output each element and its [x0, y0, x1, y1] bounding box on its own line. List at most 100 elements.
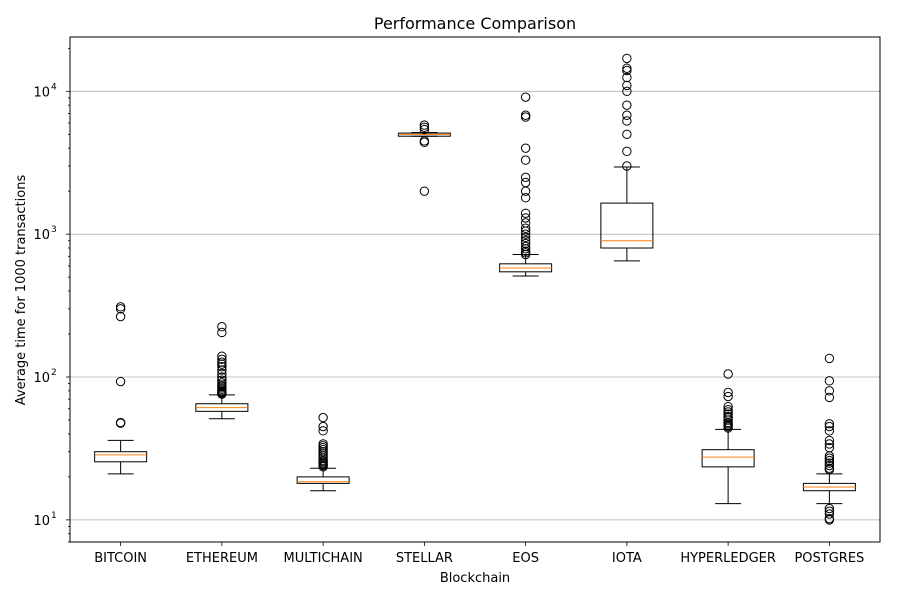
outlier-point — [723, 391, 733, 402]
outlier-point — [824, 509, 835, 519]
outlier-point — [723, 369, 733, 379]
outlier-point — [520, 249, 531, 260]
y-axis-label: Average time for 1000 transactions — [14, 175, 29, 406]
outlier-point — [723, 423, 733, 433]
outlier-point — [824, 392, 835, 403]
boxes-layer — [94, 53, 856, 525]
outlier-point — [217, 375, 227, 385]
x-tick-label: ETHEREUM — [186, 551, 258, 566]
x-tick-label: HYPERLEDGER — [680, 551, 776, 566]
outlier-point — [622, 80, 632, 91]
outlier-point — [824, 464, 835, 475]
outlier-point — [217, 354, 227, 365]
outlier-point — [419, 124, 430, 135]
outlier-point — [217, 362, 227, 372]
outlier-point — [622, 86, 632, 97]
outlier-point — [520, 213, 531, 223]
y-tick-label: 10 — [33, 85, 50, 100]
outlier-point — [622, 146, 632, 157]
outlier-point — [520, 244, 531, 254]
x-tick-label: POSTGRES — [794, 551, 864, 566]
y-tick-label: 10 — [33, 514, 50, 529]
outlier-point — [115, 418, 126, 428]
outlier-point — [520, 229, 531, 239]
box-group — [600, 53, 654, 262]
grid-layer — [70, 90, 880, 521]
outlier-point — [115, 311, 126, 322]
outlier-point — [520, 92, 531, 102]
outlier-point — [622, 53, 632, 64]
outlier-point — [115, 302, 126, 312]
outlier-point — [824, 419, 835, 429]
outlier-point — [824, 435, 835, 446]
chart-title: Performance Comparison — [374, 14, 576, 33]
outlier-point — [318, 421, 328, 432]
outlier-point — [824, 439, 835, 449]
outlier-point — [723, 387, 733, 398]
outlier-point — [824, 455, 835, 466]
outlier-point — [217, 365, 227, 375]
outlier-point — [115, 376, 126, 387]
outlier-point — [520, 223, 531, 233]
outlier-point — [520, 232, 531, 243]
outlier-point — [824, 458, 835, 468]
box — [296, 476, 350, 484]
outlier-point — [520, 193, 531, 203]
outlier-point — [824, 503, 835, 514]
outlier-point — [824, 386, 835, 396]
outlier-point — [520, 172, 531, 183]
outlier-point — [622, 116, 632, 126]
x-tick-label: BITCOIN — [94, 551, 147, 566]
x-tick-label: STELLAR — [396, 551, 453, 566]
y-tick-label-exponent: 3 — [51, 225, 57, 235]
outlier-point — [622, 100, 632, 110]
outlier-point — [824, 353, 835, 364]
outlier-point — [824, 513, 835, 524]
outlier-point — [622, 110, 632, 120]
outlier-point — [419, 137, 430, 147]
outlier-point — [824, 421, 835, 432]
box — [701, 449, 755, 468]
outlier-point — [824, 460, 835, 471]
outlier-point — [318, 412, 328, 423]
outlier-point — [723, 401, 733, 412]
outlier-point — [520, 226, 531, 236]
outlier-point — [217, 359, 227, 369]
box-group — [195, 322, 249, 420]
outlier-point — [622, 161, 632, 171]
outlier-point — [419, 122, 430, 132]
box-group — [701, 369, 755, 505]
box — [600, 202, 654, 249]
y-tick-label-exponent: 4 — [51, 82, 57, 92]
outlier-point — [824, 426, 835, 436]
outlier-point — [824, 376, 835, 386]
outlier-point — [217, 368, 227, 379]
outlier-point — [520, 112, 531, 122]
y-tick-label: 10 — [33, 228, 50, 243]
x-tick-label: EOS — [512, 551, 539, 566]
outlier-point — [520, 186, 531, 196]
x-tick-label: IOTA — [612, 551, 642, 566]
outlier-point — [622, 129, 632, 140]
outlier-point — [217, 322, 227, 332]
outlier-point — [824, 451, 835, 461]
box-group — [296, 412, 350, 492]
x-axis-label: Blockchain — [440, 571, 510, 586]
outlier-point — [115, 304, 126, 314]
outlier-point — [419, 186, 430, 196]
outlier-point — [520, 208, 531, 218]
outlier-point — [520, 143, 531, 153]
y-tick-label-exponent: 1 — [51, 511, 57, 521]
box-group — [802, 353, 856, 525]
y-tick-label-exponent: 2 — [51, 368, 57, 378]
outlier-point — [622, 65, 632, 76]
box-group — [499, 92, 553, 277]
outlier-point — [318, 426, 328, 436]
outlier-point — [217, 327, 227, 338]
outlier-point — [520, 238, 531, 249]
outlier-point — [824, 453, 835, 463]
y-tick-label: 10 — [33, 371, 50, 386]
outlier-point — [520, 177, 531, 188]
